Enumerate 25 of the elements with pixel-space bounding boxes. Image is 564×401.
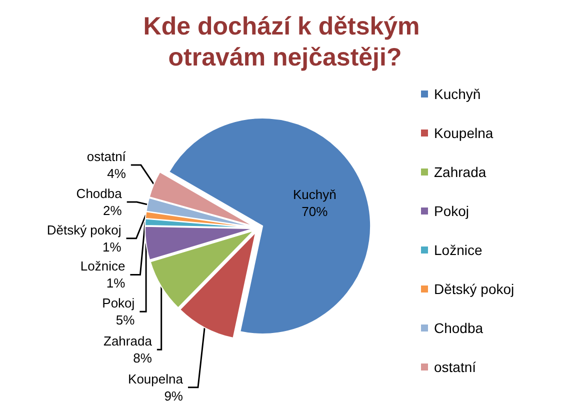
chart-title: Kde dochází k dětským otravám nejčastěji?: [143, 12, 427, 72]
slice-label: Zahrada: [104, 334, 153, 349]
slice-label: Pokoj: [102, 296, 135, 311]
slice-label: Chodba: [76, 186, 123, 201]
legend-label: Koupelna: [434, 125, 494, 141]
slice-label: Dětský pokoj: [46, 222, 122, 238]
legend-label: ostatní: [434, 359, 476, 375]
data-label: 5%: [116, 312, 136, 328]
legend-label: Chodba: [434, 320, 484, 336]
data-label: 9%: [164, 388, 184, 401]
legend-label: Ložnice: [434, 242, 482, 258]
data-label: 8%: [133, 350, 152, 366]
slice-label: ostatní: [86, 149, 126, 164]
legend-label: Pokoj: [434, 203, 470, 219]
data-label: 2%: [103, 202, 122, 218]
slice-label: Koupelna: [128, 371, 184, 386]
slice-label: Ložnice: [80, 258, 126, 274]
data-label: 4%: [107, 166, 126, 182]
data-label: 1%: [102, 239, 122, 254]
legend-label: Dětský pokoj: [434, 281, 514, 297]
slice-label: Kuchyň: [292, 186, 336, 202]
legend-label: Zahrada: [434, 164, 486, 180]
legend-label: Kuchyň: [434, 86, 481, 102]
data-label: 70%: [302, 204, 328, 219]
data-label: 1%: [106, 276, 126, 291]
